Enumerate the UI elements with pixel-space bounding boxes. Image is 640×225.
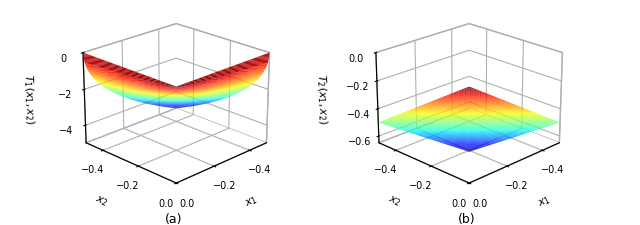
- X-axis label: $x_1$: $x_1$: [243, 193, 260, 209]
- Y-axis label: $x_2$: $x_2$: [93, 193, 109, 209]
- Y-axis label: $x_2$: $x_2$: [386, 193, 403, 209]
- Text: (b): (b): [458, 212, 476, 225]
- Text: (a): (a): [165, 212, 182, 225]
- X-axis label: $x_1$: $x_1$: [536, 193, 553, 209]
